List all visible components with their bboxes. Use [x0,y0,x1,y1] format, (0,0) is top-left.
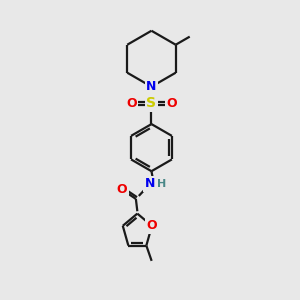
Text: O: O [116,183,127,196]
Text: O: O [147,219,157,232]
Text: O: O [166,97,177,110]
Text: N: N [145,177,155,190]
Text: N: N [146,80,157,93]
Text: H: H [157,178,167,189]
Text: O: O [126,97,137,110]
Text: S: S [146,97,157,110]
